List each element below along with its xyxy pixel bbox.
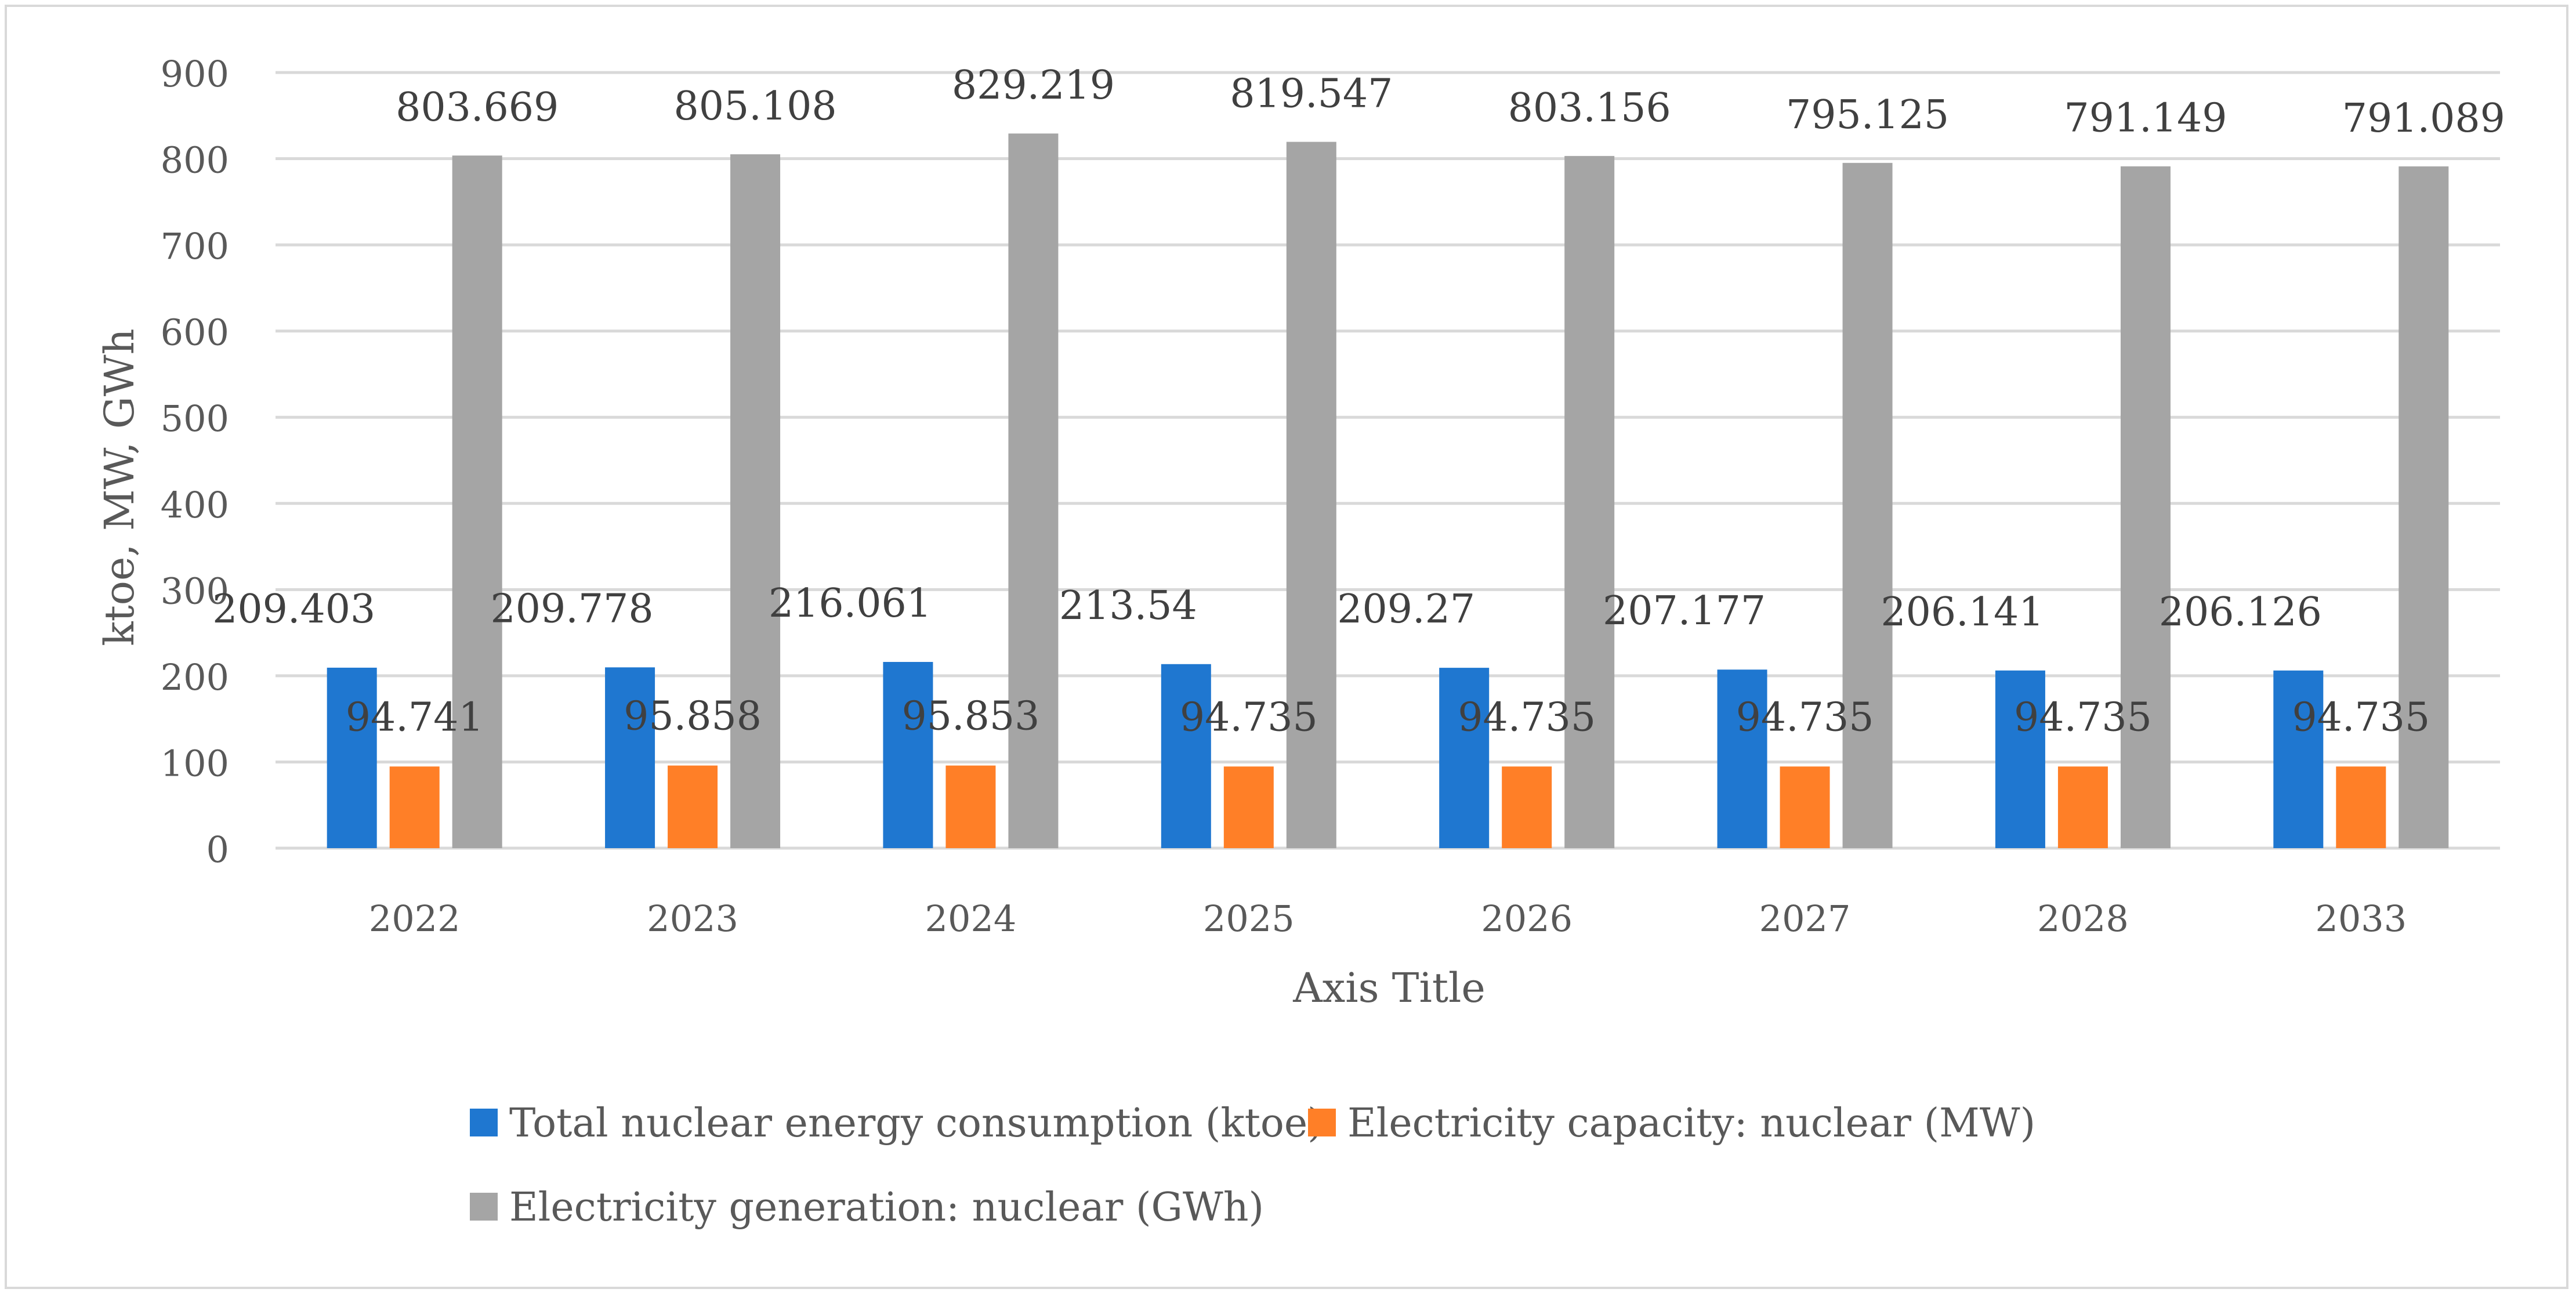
data-label: 206.141 [1881,589,2044,635]
bar-1 [1439,668,1490,848]
data-label: 209.27 [1337,587,1475,632]
bar-3 [1286,142,1336,849]
data-label: 94.735 [1736,694,1874,740]
y-tick-label: 200 [161,656,229,698]
data-label: 206.126 [2159,589,2322,635]
bar-3 [1008,133,1059,848]
y-axis-title: ktoe, MW, GWh [96,328,143,646]
y-tick-label: 900 [161,53,229,95]
x-tick-label: 2028 [2037,897,2129,940]
data-label: 803.156 [1508,85,1671,131]
data-label: 95.853 [901,694,1039,740]
bar-2 [1502,766,1552,848]
bar-3 [452,155,502,849]
x-tick-label: 2023 [647,897,738,940]
data-label: 819.547 [1230,71,1393,117]
data-label: 207.177 [1603,588,1766,634]
y-tick-label: 700 [161,225,229,267]
x-tick-label: 2024 [925,897,1017,940]
y-tick-label: 100 [161,742,229,784]
legend: Total nuclear energy consumption (ktoe) E… [470,1100,2035,1230]
bar-1 [2273,670,2324,848]
bar-3 [730,154,781,849]
data-label: 209.778 [490,586,653,632]
bar-2 [1780,766,1830,848]
legend-swatch [1308,1109,1336,1136]
bar-2 [945,765,996,848]
y-tick-label: 300 [161,570,229,612]
legend-swatch [470,1109,498,1136]
data-label: 805.108 [673,84,836,129]
data-label: 94.735 [2014,694,2152,740]
x-axis-ticks: 2022 2023 2024 2025 2026 2027 2028 2033 [369,897,2407,940]
data-label: 95.858 [624,694,762,740]
data-label: 209.403 [212,587,375,632]
data-label: 94.735 [1458,694,1596,740]
y-tick-label: 800 [161,139,229,182]
x-tick-label: 2033 [2315,897,2407,940]
data-labels: 209.403 94.741 803.669 209.778 95.858 805.108… [212,63,2505,740]
bar-1 [1995,670,2045,848]
y-axis-ticks: 0 100 200 300 400 500 600 700 800 900 [161,53,229,871]
data-label: 791.149 [2064,96,2227,142]
bar-3 [2120,166,2171,848]
y-tick-label: 600 [161,312,229,354]
y-tick-label: 400 [161,484,229,526]
bar-2 [2057,766,2108,848]
bar-1 [605,667,655,848]
y-tick-label: 500 [161,397,229,440]
bar-1 [327,667,377,848]
bar-2 [2336,766,2386,848]
legend-label: Electricity capacity: nuclear (MW) [1347,1100,2035,1146]
x-tick-label: 2025 [1203,897,1295,940]
data-label: 216.061 [769,581,932,627]
data-label: 795.125 [1786,92,1949,138]
data-label: 94.741 [346,694,484,740]
data-label: 94.735 [1180,694,1318,740]
data-label: 213.54 [1059,583,1197,629]
bar-1 [1161,664,1211,848]
x-tick-label: 2027 [1759,897,1851,940]
bar-3 [1564,155,1615,848]
bar-1 [1717,669,1767,848]
bar-2 [668,765,718,848]
data-label: 94.735 [2292,694,2430,740]
data-label: 791.089 [2342,96,2505,142]
legend-label: Total nuclear energy consumption (ktoe) [509,1100,1323,1146]
x-tick-label: 2026 [1481,897,1573,940]
data-label: 829.219 [952,63,1115,108]
bar-2 [1223,766,1274,848]
bar-2 [389,766,440,848]
bars [327,133,2449,849]
x-tick-label: 2022 [369,897,461,940]
data-label: 803.669 [396,85,559,131]
bar-3 [2399,166,2449,848]
legend-swatch [470,1193,498,1221]
bar-1 [883,662,933,848]
x-axis-title: Axis Title [1292,964,1486,1012]
y-tick-label: 0 [206,828,229,871]
bar-3 [1842,162,1893,849]
legend-label: Electricity generation: nuclear (GWh) [509,1185,1264,1230]
